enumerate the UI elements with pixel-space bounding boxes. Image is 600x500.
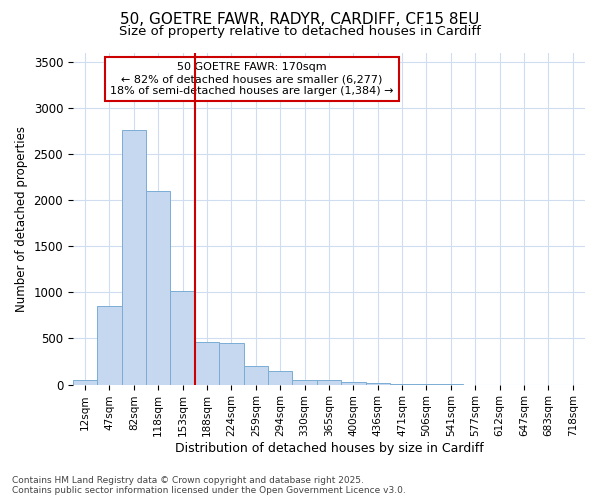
Text: Size of property relative to detached houses in Cardiff: Size of property relative to detached ho… bbox=[119, 25, 481, 38]
Text: 50, GOETRE FAWR, RADYR, CARDIFF, CF15 8EU: 50, GOETRE FAWR, RADYR, CARDIFF, CF15 8E… bbox=[121, 12, 479, 28]
Bar bbox=[73, 380, 97, 384]
Bar bbox=[244, 366, 268, 384]
X-axis label: Distribution of detached houses by size in Cardiff: Distribution of detached houses by size … bbox=[175, 442, 484, 455]
Bar bbox=[170, 290, 195, 384]
Bar bbox=[146, 191, 170, 384]
Bar bbox=[317, 380, 341, 384]
Text: 50 GOETRE FAWR: 170sqm
← 82% of detached houses are smaller (6,277)
18% of semi-: 50 GOETRE FAWR: 170sqm ← 82% of detached… bbox=[110, 62, 394, 96]
Bar bbox=[292, 380, 317, 384]
Bar bbox=[97, 306, 122, 384]
Bar bbox=[341, 382, 365, 384]
Bar bbox=[365, 383, 390, 384]
Text: Contains HM Land Registry data © Crown copyright and database right 2025.
Contai: Contains HM Land Registry data © Crown c… bbox=[12, 476, 406, 495]
Bar bbox=[219, 343, 244, 384]
Y-axis label: Number of detached properties: Number of detached properties bbox=[15, 126, 28, 312]
Bar bbox=[268, 371, 292, 384]
Bar bbox=[122, 130, 146, 384]
Bar bbox=[195, 342, 219, 384]
